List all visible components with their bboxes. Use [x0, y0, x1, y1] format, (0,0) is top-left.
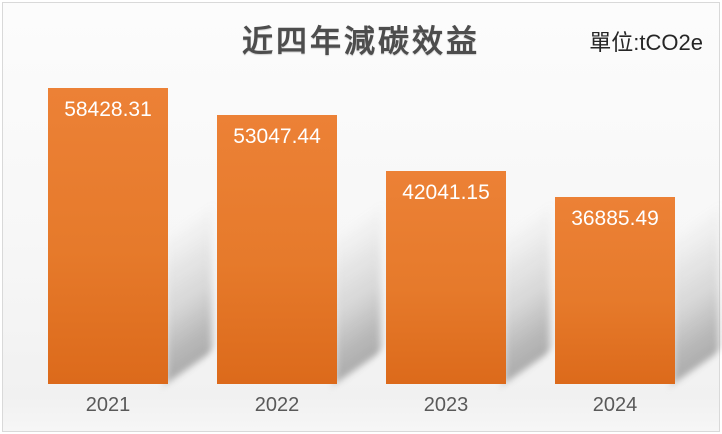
bar-value-label: 42041.15	[402, 181, 490, 204]
bar-shadow	[504, 201, 550, 384]
category-label: 2023	[423, 394, 469, 416]
bar-shadow	[166, 201, 212, 384]
bar-shadow	[673, 201, 719, 384]
bar	[555, 197, 675, 384]
plot-area: 58428.31 2021 53047.44 2022 42041.15 2023 3688…	[3, 3, 719, 431]
chart-title: 近四年減碳效益	[242, 24, 480, 60]
category-label: 2024	[592, 394, 638, 416]
bar	[48, 88, 168, 384]
bar-value-label: 53047.44	[233, 125, 321, 148]
unit-label: 單位:tCO2e	[589, 30, 703, 55]
bar-shadow	[335, 201, 381, 384]
category-label: 2022	[254, 394, 300, 416]
bar	[386, 171, 506, 384]
bar	[217, 115, 337, 384]
bar-value-label: 58428.31	[64, 98, 152, 121]
bar-value-label: 36885.49	[571, 207, 659, 230]
category-label: 2021	[85, 394, 131, 416]
